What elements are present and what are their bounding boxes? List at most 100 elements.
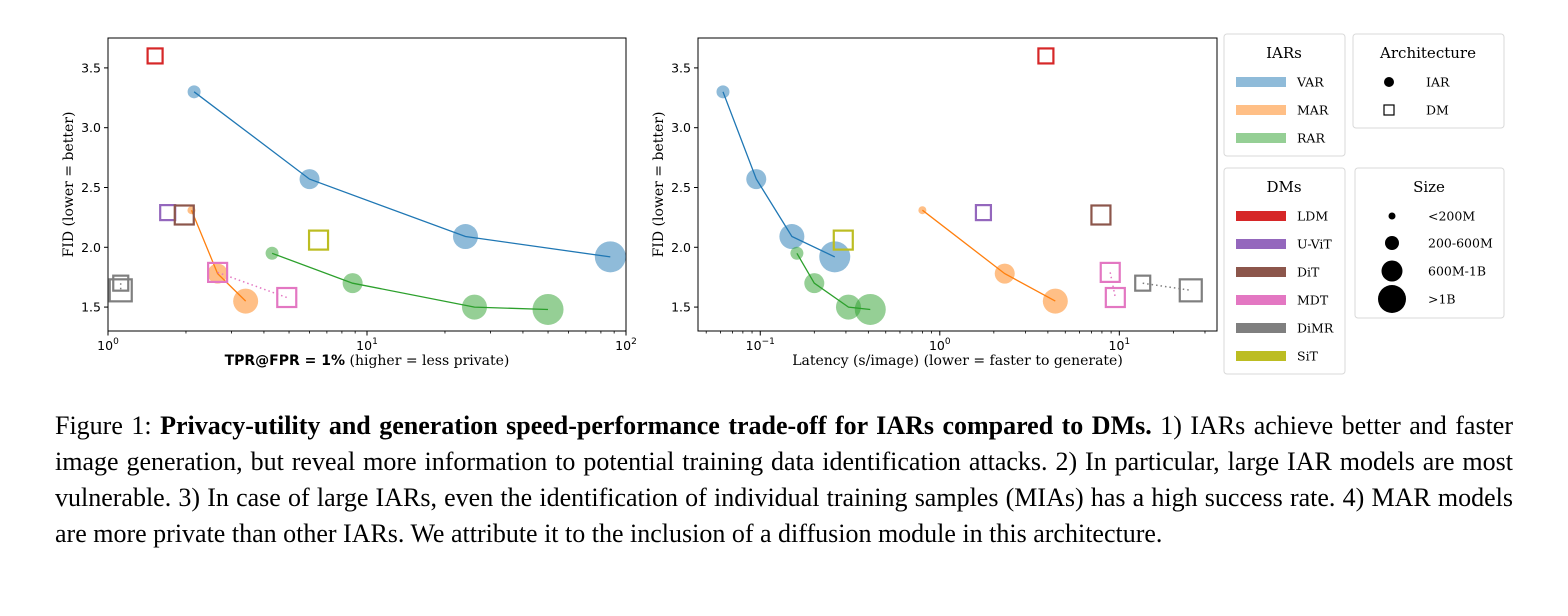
series-dit [1090, 204, 1112, 226]
latency-performance-chart: 1.5 2.0 2.5 3.0 3.5 10−1 100 101 FID (lower = be… [651, 37, 1218, 369]
series-mar [187, 206, 259, 314]
point-rar [790, 246, 804, 260]
legend-marker-square [1383, 104, 1395, 116]
point-u-vit [974, 204, 993, 222]
point-dimr [1134, 274, 1152, 292]
x-tick-label: 101 [1109, 337, 1131, 353]
legend-size-marker [1381, 260, 1403, 282]
series-line-dimr [1142, 282, 1191, 292]
y-tick-label: 2.0 [671, 240, 691, 255]
legend-label-ldm: LDM [1297, 209, 1328, 224]
series-line-var [193, 91, 611, 258]
x-tick-label: 10−1 [746, 337, 775, 353]
series-sit [307, 229, 330, 251]
point-mar [233, 288, 259, 314]
legend-label-dm: DM [1426, 103, 1449, 118]
series-u-vit [159, 204, 177, 222]
figure: 1.5 2.0 2.5 3.0 3.5 100 101 102 FID (lower = bet… [61, 33, 1505, 375]
legend-swatch-mar [1236, 105, 1286, 115]
legend-dms-title: DMs [1266, 178, 1301, 196]
legend-label-sit: SiT [1297, 349, 1319, 364]
legend-size-marker [1385, 236, 1399, 250]
legend-label-mdt: MDT [1297, 293, 1329, 308]
series-ldm [146, 47, 164, 65]
y-tick-label: 2.5 [81, 180, 101, 195]
legend-label-iar: IAR [1426, 75, 1450, 90]
point-var [746, 169, 767, 190]
plot-frame [107, 37, 627, 332]
point-mdt [207, 261, 229, 283]
legend-label-dit: DiT [1297, 265, 1320, 280]
series-line-mar [922, 209, 1056, 302]
x-tick-label: 100 [929, 337, 951, 353]
x-tick-label: 101 [356, 337, 378, 353]
point-var [779, 224, 805, 250]
series-line-var [722, 91, 836, 258]
series-mdt [1099, 261, 1126, 309]
point-rar [532, 293, 564, 325]
legend-size-label: <200M [1428, 209, 1475, 224]
series-mar [918, 206, 1068, 314]
legend-size-marker [1378, 285, 1406, 313]
legend-iars [1223, 33, 1346, 157]
y-tick-label: 3.5 [671, 60, 691, 75]
series-dimr [1134, 274, 1203, 303]
point-var [187, 85, 201, 99]
legend-swatch-u-vit [1236, 239, 1286, 249]
point-rar [804, 273, 825, 294]
legend-label-rar: RAR [1297, 131, 1325, 146]
y-tick-label: 3.5 [81, 60, 101, 75]
series-u-vit [974, 204, 993, 222]
series-dimr [108, 274, 133, 303]
series-rar [265, 246, 564, 325]
legend-swatch-ldm [1236, 211, 1286, 221]
series-var [187, 85, 626, 273]
legend-swatch-mdt [1236, 295, 1286, 305]
legend-size-label: 600M-1B [1428, 264, 1486, 279]
point-mar [994, 263, 1015, 284]
series-line-mar [190, 209, 247, 302]
point-rar [342, 273, 363, 294]
point-dimr [1178, 278, 1203, 303]
point-mar [207, 263, 228, 284]
y-tick-label: 1.5 [671, 300, 691, 315]
x-axis-label: TPR@FPR = 1% (higher = less private) [225, 353, 510, 369]
x-axis-label: Latency (s/image) (lower = faster to gen… [792, 353, 1123, 369]
series-sit [832, 229, 854, 251]
legend-swatch-rar [1236, 133, 1286, 143]
y-tick-label: 1.5 [81, 300, 101, 315]
x-tick-label: 100 [97, 337, 119, 353]
legend-marker-circle [1384, 77, 1394, 87]
point-ldm [1037, 47, 1055, 65]
point-rar [265, 246, 279, 260]
plot-frame [697, 37, 1218, 332]
legend-swatch-dimr [1236, 323, 1286, 333]
point-var [299, 169, 320, 190]
legend-label-dimr: DiMR [1297, 321, 1334, 336]
legend-label-mar: MAR [1297, 103, 1329, 118]
legend-size-label: >1B [1428, 292, 1456, 307]
legend-label-var: VAR [1296, 75, 1324, 90]
legend-iars-title: IARs [1266, 44, 1302, 62]
y-axis-label: FID (lower = better) [61, 112, 77, 258]
point-rar [854, 293, 886, 325]
series-line-mdt [1109, 272, 1117, 298]
legend-size-label: 200-600M [1428, 236, 1493, 251]
point-mdt [1099, 261, 1121, 283]
legend-swatch-sit [1236, 351, 1286, 361]
series-rar [790, 246, 886, 325]
caption-bold: Privacy-utility and generation speed-per… [160, 411, 1152, 440]
point-u-vit [159, 204, 177, 222]
y-tick-label: 3.0 [81, 120, 101, 135]
legend-size-marker [1388, 212, 1396, 220]
point-dimr [112, 274, 130, 292]
series-mdt [207, 261, 298, 309]
y-tick-label: 2.0 [81, 240, 101, 255]
legend-label-u-vit: U-ViT [1297, 237, 1332, 252]
point-rar [461, 294, 487, 320]
series-line-mdt [217, 271, 288, 299]
series-ldm [1037, 47, 1055, 65]
point-dit [173, 204, 195, 226]
point-rar [835, 294, 861, 320]
point-dimr [108, 278, 133, 303]
